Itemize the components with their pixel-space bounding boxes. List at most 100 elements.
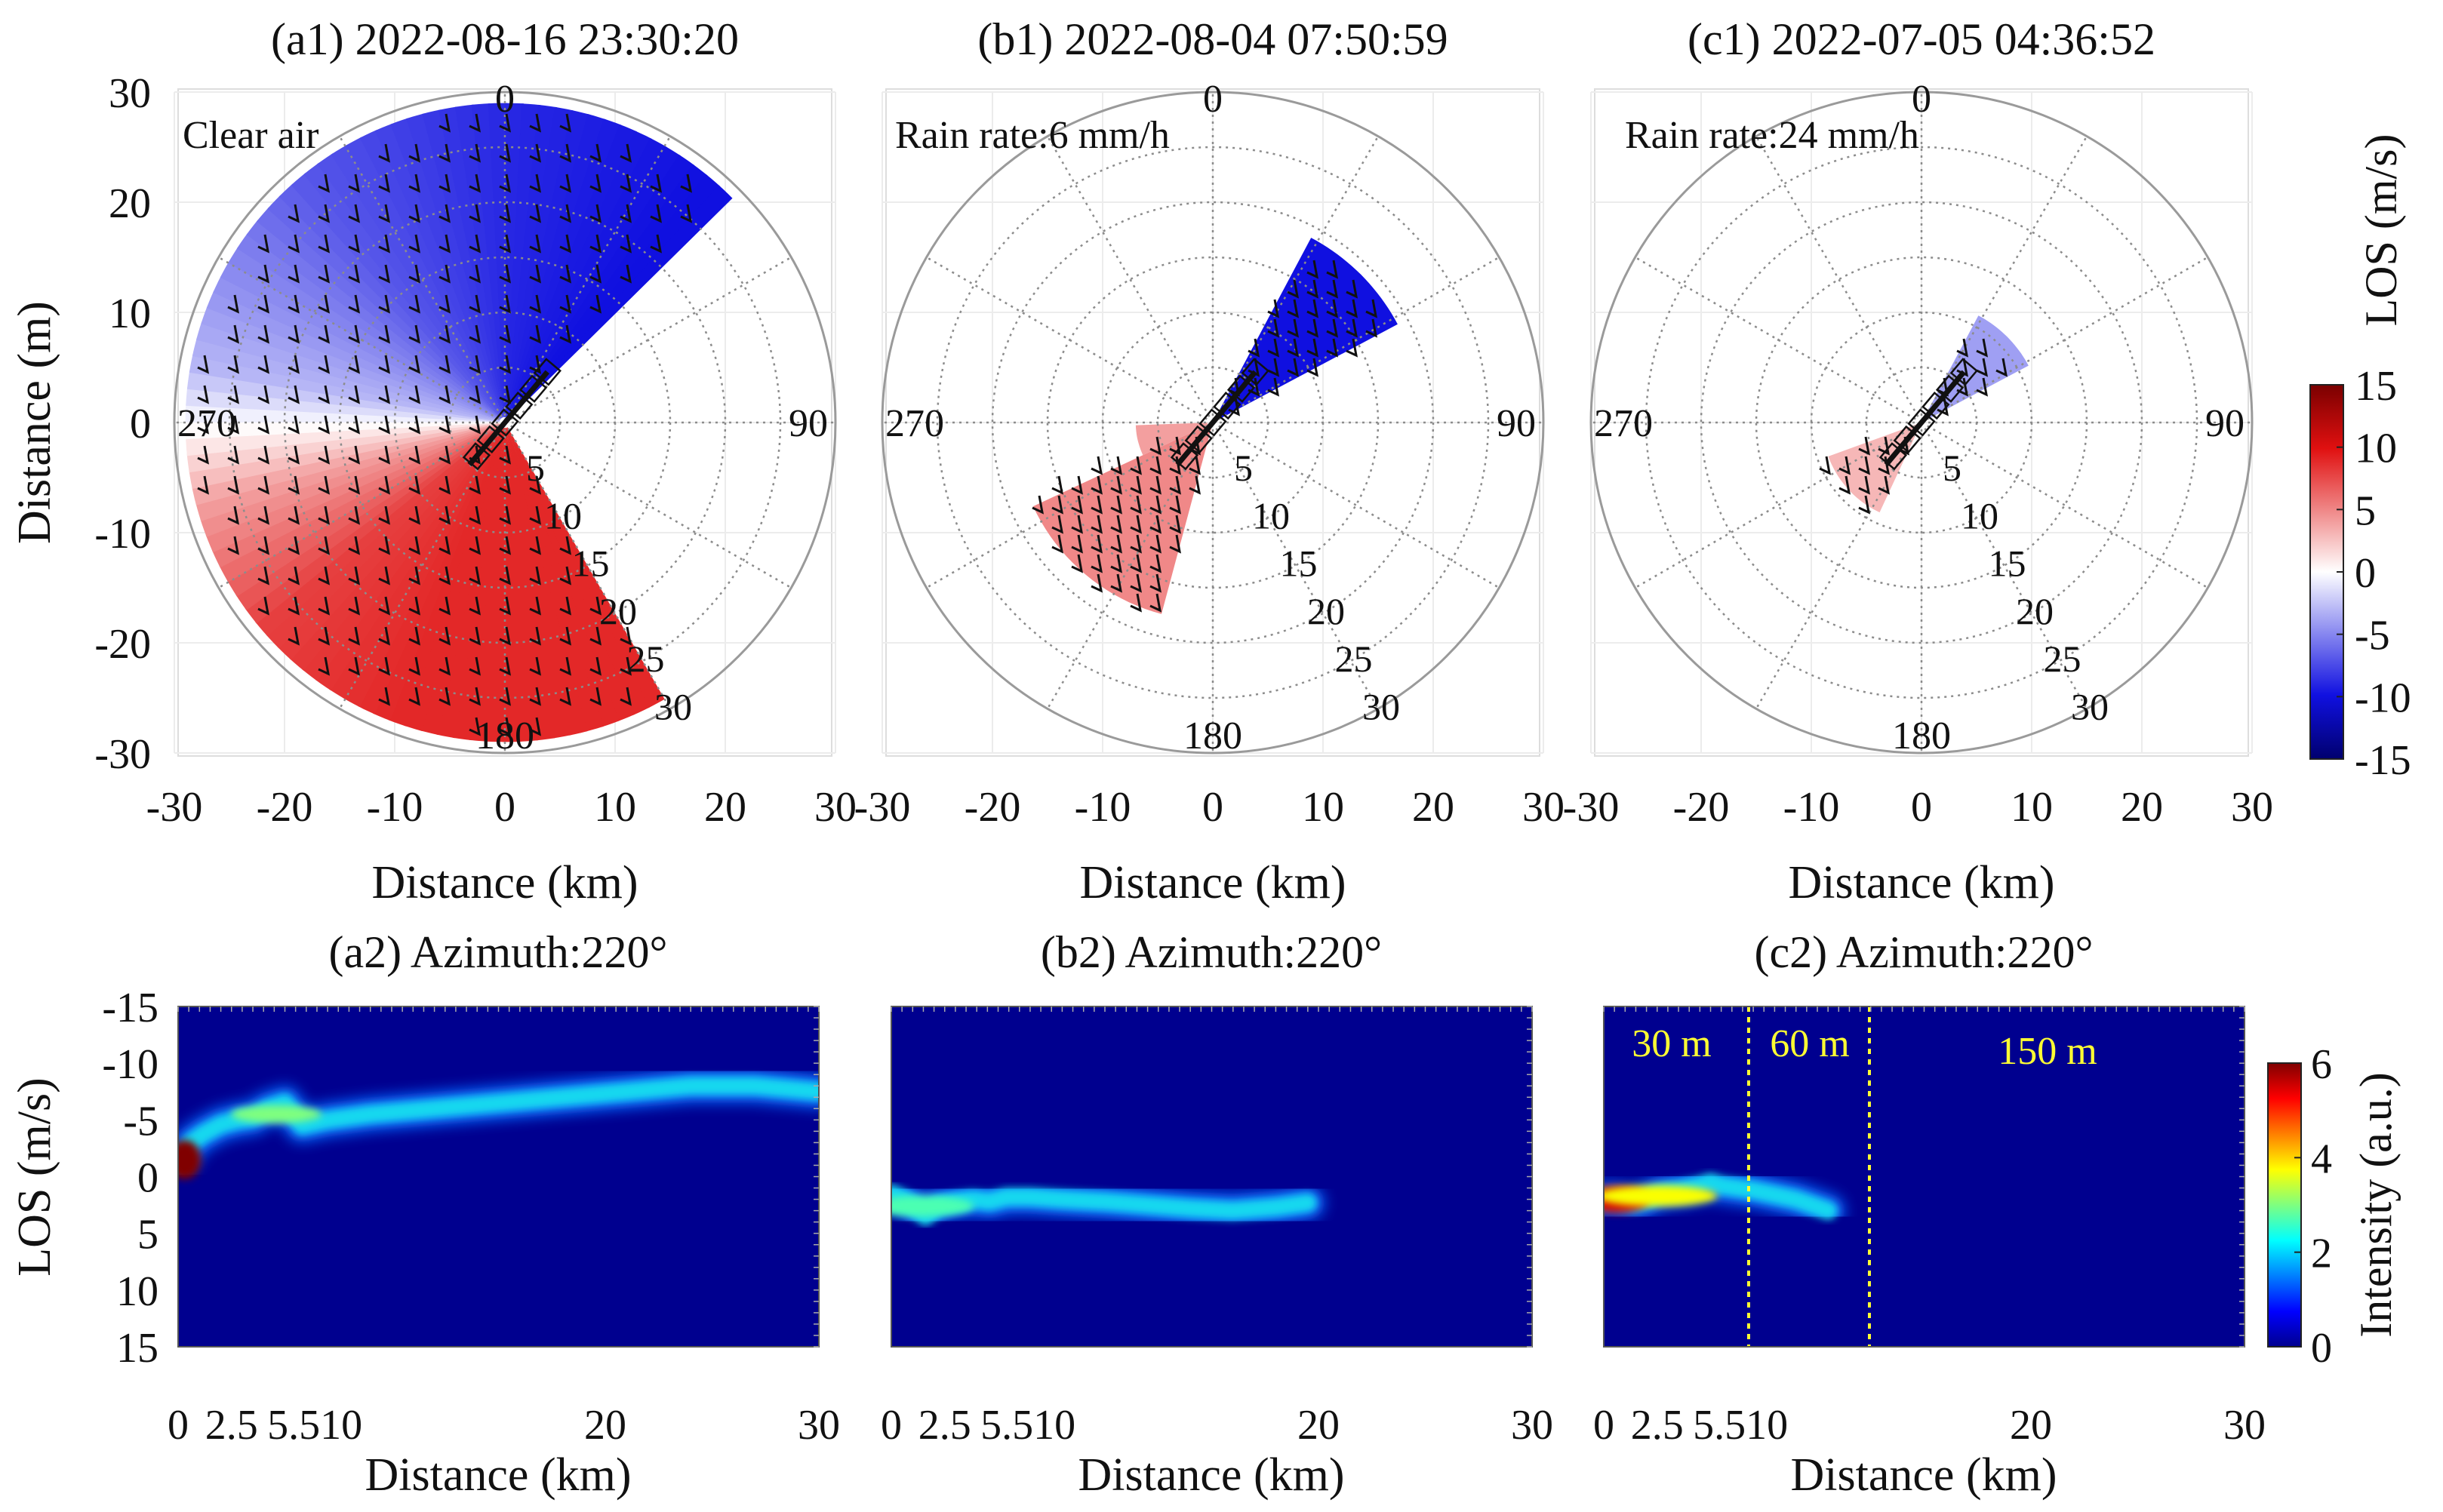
los-sector bbox=[315, 426, 502, 691]
wind-barb bbox=[257, 415, 269, 435]
intensity-colorbar-ramp bbox=[2267, 1062, 2302, 1348]
wind-barb bbox=[288, 204, 300, 223]
wind-barb bbox=[257, 536, 269, 555]
wind-barb bbox=[1091, 515, 1103, 534]
wind-barb bbox=[197, 355, 209, 374]
x-tick-label: 0 bbox=[881, 1402, 902, 1449]
los-sector bbox=[505, 428, 555, 741]
polar-c1-condition: Rain rate:24 mm/h bbox=[1625, 114, 1919, 157]
los-sector-southwest bbox=[1032, 425, 1212, 614]
wind-barb bbox=[620, 656, 632, 676]
range-ring bbox=[228, 146, 782, 699]
los-sector bbox=[246, 220, 501, 419]
wind-barb bbox=[1287, 279, 1299, 299]
wind-barb bbox=[288, 234, 300, 254]
wind-barb bbox=[559, 204, 571, 223]
wind-barb bbox=[197, 385, 209, 404]
wind-barb bbox=[1976, 377, 1988, 397]
spectrum-c2-resolution-dividers: 30 m 60 m 150 m bbox=[1632, 1006, 2097, 1347]
azimuth-label: 0 bbox=[495, 78, 515, 121]
wind-barb bbox=[288, 264, 300, 284]
azimuth-label: 270 bbox=[177, 402, 236, 445]
wind-barb bbox=[1071, 515, 1083, 534]
polar-a1-ylabel: Distance (m) bbox=[9, 301, 60, 544]
intensity-colorbar: 6 4 2 0 Intensity (a.u.) bbox=[2267, 1041, 2401, 1372]
wind-barb bbox=[257, 475, 269, 495]
wind-barb bbox=[348, 174, 360, 193]
wind-barb bbox=[1071, 534, 1083, 554]
wind-barb bbox=[499, 324, 511, 344]
wind-barb bbox=[1267, 358, 1279, 377]
wind-barb bbox=[1976, 358, 1988, 377]
spectrum-b2-xlabel: Distance (km) bbox=[1078, 1449, 1345, 1501]
los-sector bbox=[205, 424, 500, 553]
colorbar-tick-label: 2 bbox=[2311, 1231, 2332, 1277]
los-sector bbox=[235, 425, 501, 610]
los-sector bbox=[213, 275, 500, 420]
wind-barb bbox=[1326, 260, 1338, 279]
wind-barb bbox=[378, 656, 390, 676]
wind-barb bbox=[559, 143, 571, 163]
wind-barb bbox=[438, 204, 451, 223]
colorbar-tick-label: 4 bbox=[2311, 1136, 2332, 1182]
wind-barb bbox=[378, 355, 390, 374]
mean-wind-arrow bbox=[1175, 370, 1257, 467]
wind-barb bbox=[257, 385, 269, 404]
los-sector bbox=[359, 130, 503, 418]
wind-barb bbox=[499, 445, 511, 465]
x-tick-label: -10 bbox=[1783, 784, 1840, 831]
spectrum-b2-background bbox=[891, 1006, 1532, 1347]
wind-barb bbox=[348, 475, 360, 495]
wind-barb bbox=[1130, 475, 1142, 495]
wind-barb bbox=[1071, 475, 1083, 495]
los-colorbar-ticks: 15 10 5 0 -5 -10 -15 bbox=[2337, 363, 2411, 784]
wind-barb bbox=[529, 294, 541, 314]
ridge-core bbox=[178, 1077, 819, 1169]
range-ring-label: 5 bbox=[1234, 447, 1253, 489]
polar-panel-a1: 0 90 180 270 5 10 15 20 25 30 (a1) 2022-08-16 23:… bbox=[9, 14, 857, 908]
los-sector bbox=[506, 427, 620, 727]
wind-barb bbox=[318, 506, 330, 525]
polar-a1-xticks: -30 -20 -10 0 10 20 30 bbox=[146, 784, 857, 831]
wind-barb bbox=[408, 174, 420, 193]
wind-barb bbox=[1149, 593, 1162, 613]
wind-barb bbox=[1091, 456, 1103, 475]
x-tick-label: 30 bbox=[1511, 1402, 1553, 1449]
wind-barb bbox=[318, 355, 330, 374]
azimuth-spoke bbox=[504, 256, 792, 424]
los-sector bbox=[454, 104, 505, 417]
wind-barb bbox=[378, 385, 390, 404]
wind-barb bbox=[197, 475, 209, 495]
wind-barb bbox=[499, 113, 511, 133]
x-tick-label: -10 bbox=[1075, 784, 1131, 831]
wind-barb bbox=[499, 566, 511, 585]
outer-ring bbox=[881, 91, 1545, 754]
wind-barb bbox=[469, 264, 481, 284]
range-ring-label: 5 bbox=[526, 447, 545, 489]
wind-barb bbox=[620, 234, 632, 254]
azimuth-spoke bbox=[1211, 422, 1380, 709]
los-sector bbox=[506, 124, 637, 418]
wind-barb bbox=[1267, 377, 1279, 397]
colorbar-tick-label: 15 bbox=[2355, 363, 2397, 410]
wind-barb bbox=[1365, 318, 1377, 338]
wind-barb bbox=[499, 536, 511, 555]
azimuth-spoke bbox=[1920, 136, 2088, 423]
range-ring bbox=[283, 201, 727, 644]
wind-barb bbox=[1130, 515, 1142, 534]
wind-barb bbox=[438, 536, 451, 555]
x-tick-label: -30 bbox=[1563, 784, 1620, 831]
ridge-hotspot bbox=[231, 1105, 322, 1123]
wind-barb bbox=[318, 475, 330, 495]
los-sector-northeast bbox=[1924, 315, 2029, 420]
azimuth-label: 90 bbox=[1497, 402, 1536, 445]
wind-barb bbox=[318, 385, 330, 404]
wind-barb bbox=[469, 656, 481, 676]
wind-barb bbox=[348, 656, 360, 676]
range-ring bbox=[1645, 146, 2198, 699]
polar-c1-title: (c1) 2022-07-05 04:36:52 bbox=[1688, 14, 2155, 64]
los-sector bbox=[374, 123, 503, 418]
wind-barb bbox=[529, 234, 541, 254]
azimuth-spoke bbox=[218, 421, 506, 589]
